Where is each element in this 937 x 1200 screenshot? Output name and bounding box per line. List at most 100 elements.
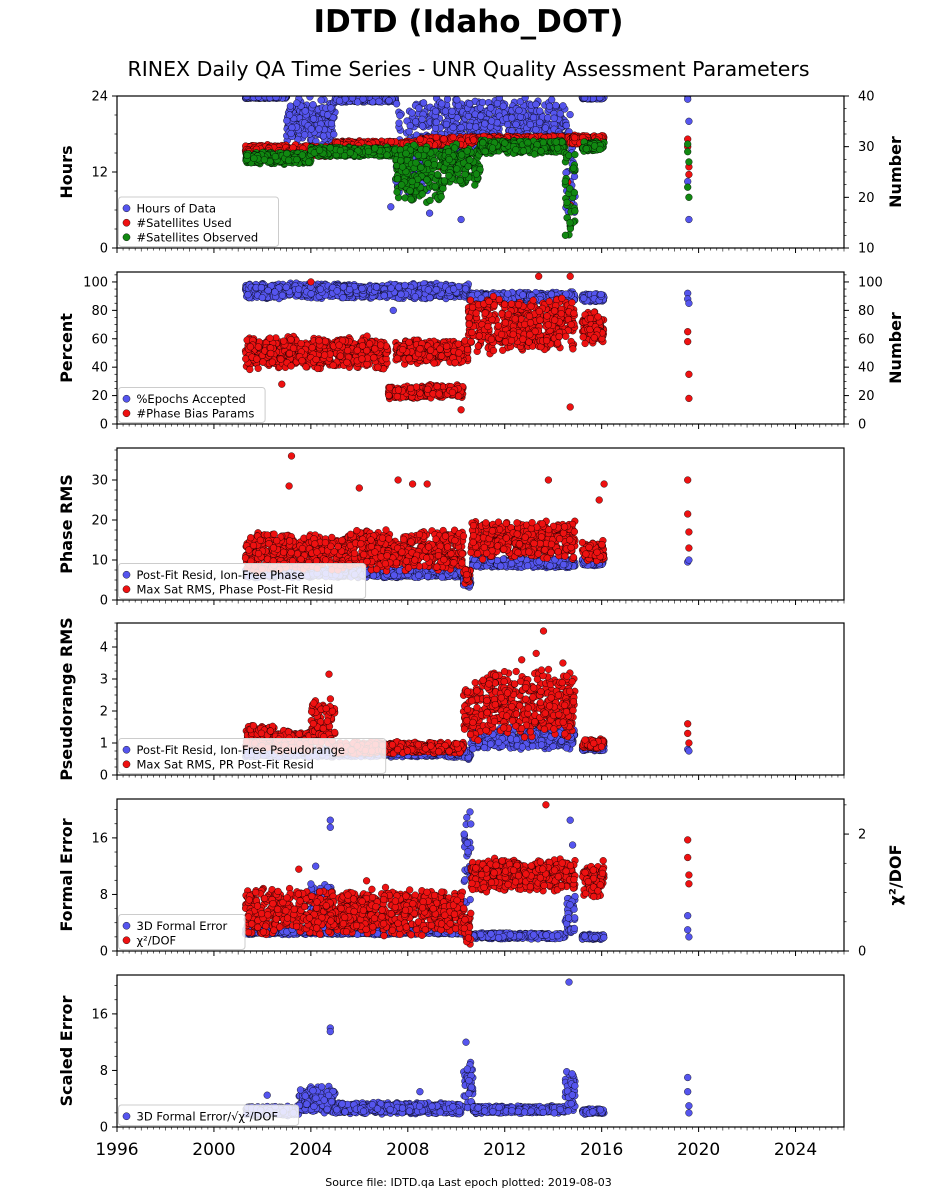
legend-marker (122, 218, 131, 227)
data-point (307, 125, 315, 133)
data-point (493, 99, 502, 108)
data-point (243, 151, 251, 160)
data-point (571, 151, 579, 159)
data-point (432, 133, 440, 142)
data-point (418, 115, 426, 123)
data-point (445, 172, 453, 180)
data-point (501, 139, 509, 147)
data-point (385, 96, 393, 105)
data-point (499, 102, 507, 110)
data-point (559, 102, 567, 110)
y-tick-label: 12 (91, 166, 108, 181)
data-point (536, 118, 544, 127)
data-point (561, 231, 570, 239)
data-point (565, 151, 573, 160)
data-point (387, 203, 395, 211)
legend-label: #Satellites Used (137, 216, 232, 230)
data-point (423, 176, 431, 184)
data-point (545, 102, 554, 110)
data-point (571, 134, 579, 142)
data-point (596, 145, 604, 154)
data-point (552, 101, 560, 110)
data-point (441, 107, 450, 115)
data-point (458, 151, 466, 159)
data-point (532, 100, 540, 109)
data-point (394, 175, 402, 183)
data-point (544, 114, 552, 122)
data-point (260, 156, 269, 164)
data-point (439, 184, 447, 193)
legend: Hours of Data#Satellites Used#Satellites… (118, 196, 279, 247)
data-point (398, 181, 406, 189)
data-point (401, 194, 409, 202)
data-point (541, 124, 550, 132)
data-point (424, 159, 432, 168)
data-point (453, 96, 461, 104)
data-point (402, 149, 410, 158)
data-point (406, 187, 414, 195)
data-point (395, 119, 403, 127)
data-point (408, 109, 416, 117)
data-point (310, 115, 318, 123)
data-point (420, 99, 428, 107)
data-point (393, 100, 401, 108)
data-point (684, 183, 692, 191)
y-right-axis-label: Number (886, 136, 905, 208)
data-point (354, 98, 362, 106)
data-point (412, 118, 420, 126)
y-right-tick-label: 20 (858, 191, 875, 206)
data-point (453, 165, 461, 173)
data-point (470, 136, 478, 144)
legend-marker (122, 233, 131, 242)
data-point (309, 101, 317, 109)
data-point (445, 155, 453, 164)
legend-marker (122, 204, 131, 213)
data-point (254, 96, 263, 101)
data-point (371, 144, 379, 152)
data-point (530, 150, 539, 158)
y-right-tick-label: 30 (858, 140, 875, 155)
data-point (461, 170, 469, 179)
data-point (488, 117, 496, 125)
data-point (407, 195, 415, 203)
legend-label: Hours of Data (137, 201, 217, 215)
data-point (466, 100, 474, 108)
data-point (532, 126, 540, 134)
legend-label: #Satellites Observed (137, 230, 259, 244)
data-point (685, 158, 693, 166)
data-point (286, 102, 295, 110)
data-point (481, 147, 489, 156)
data-point (529, 113, 538, 122)
data-point (571, 207, 579, 215)
data-point (508, 114, 516, 122)
data-point (456, 176, 464, 185)
data-point (685, 215, 693, 224)
data-point (271, 153, 280, 161)
data-point (566, 219, 574, 227)
data-point (444, 148, 453, 156)
panel-percent: 020406080100Percent020406080100Number%Ep… (57, 271, 905, 433)
y-right-tick-label: 40 (858, 90, 875, 105)
data-point (437, 193, 445, 201)
data-point (283, 117, 291, 125)
data-point (566, 110, 574, 119)
plot-area (241, 272, 693, 414)
data-point (244, 291, 252, 299)
data-point (408, 177, 416, 186)
data-point (536, 107, 544, 115)
data-point (553, 144, 562, 152)
data-point (426, 196, 434, 205)
x-ticks (116, 248, 845, 253)
data-point (472, 170, 481, 178)
data-point (443, 96, 452, 103)
data-point (298, 151, 306, 159)
data-point (685, 193, 693, 201)
data-point (464, 162, 472, 171)
data-point (426, 209, 434, 217)
data-point (336, 147, 345, 155)
data-point (327, 104, 335, 112)
data-point (548, 96, 556, 104)
data-point (466, 156, 474, 164)
data-point (375, 97, 383, 106)
